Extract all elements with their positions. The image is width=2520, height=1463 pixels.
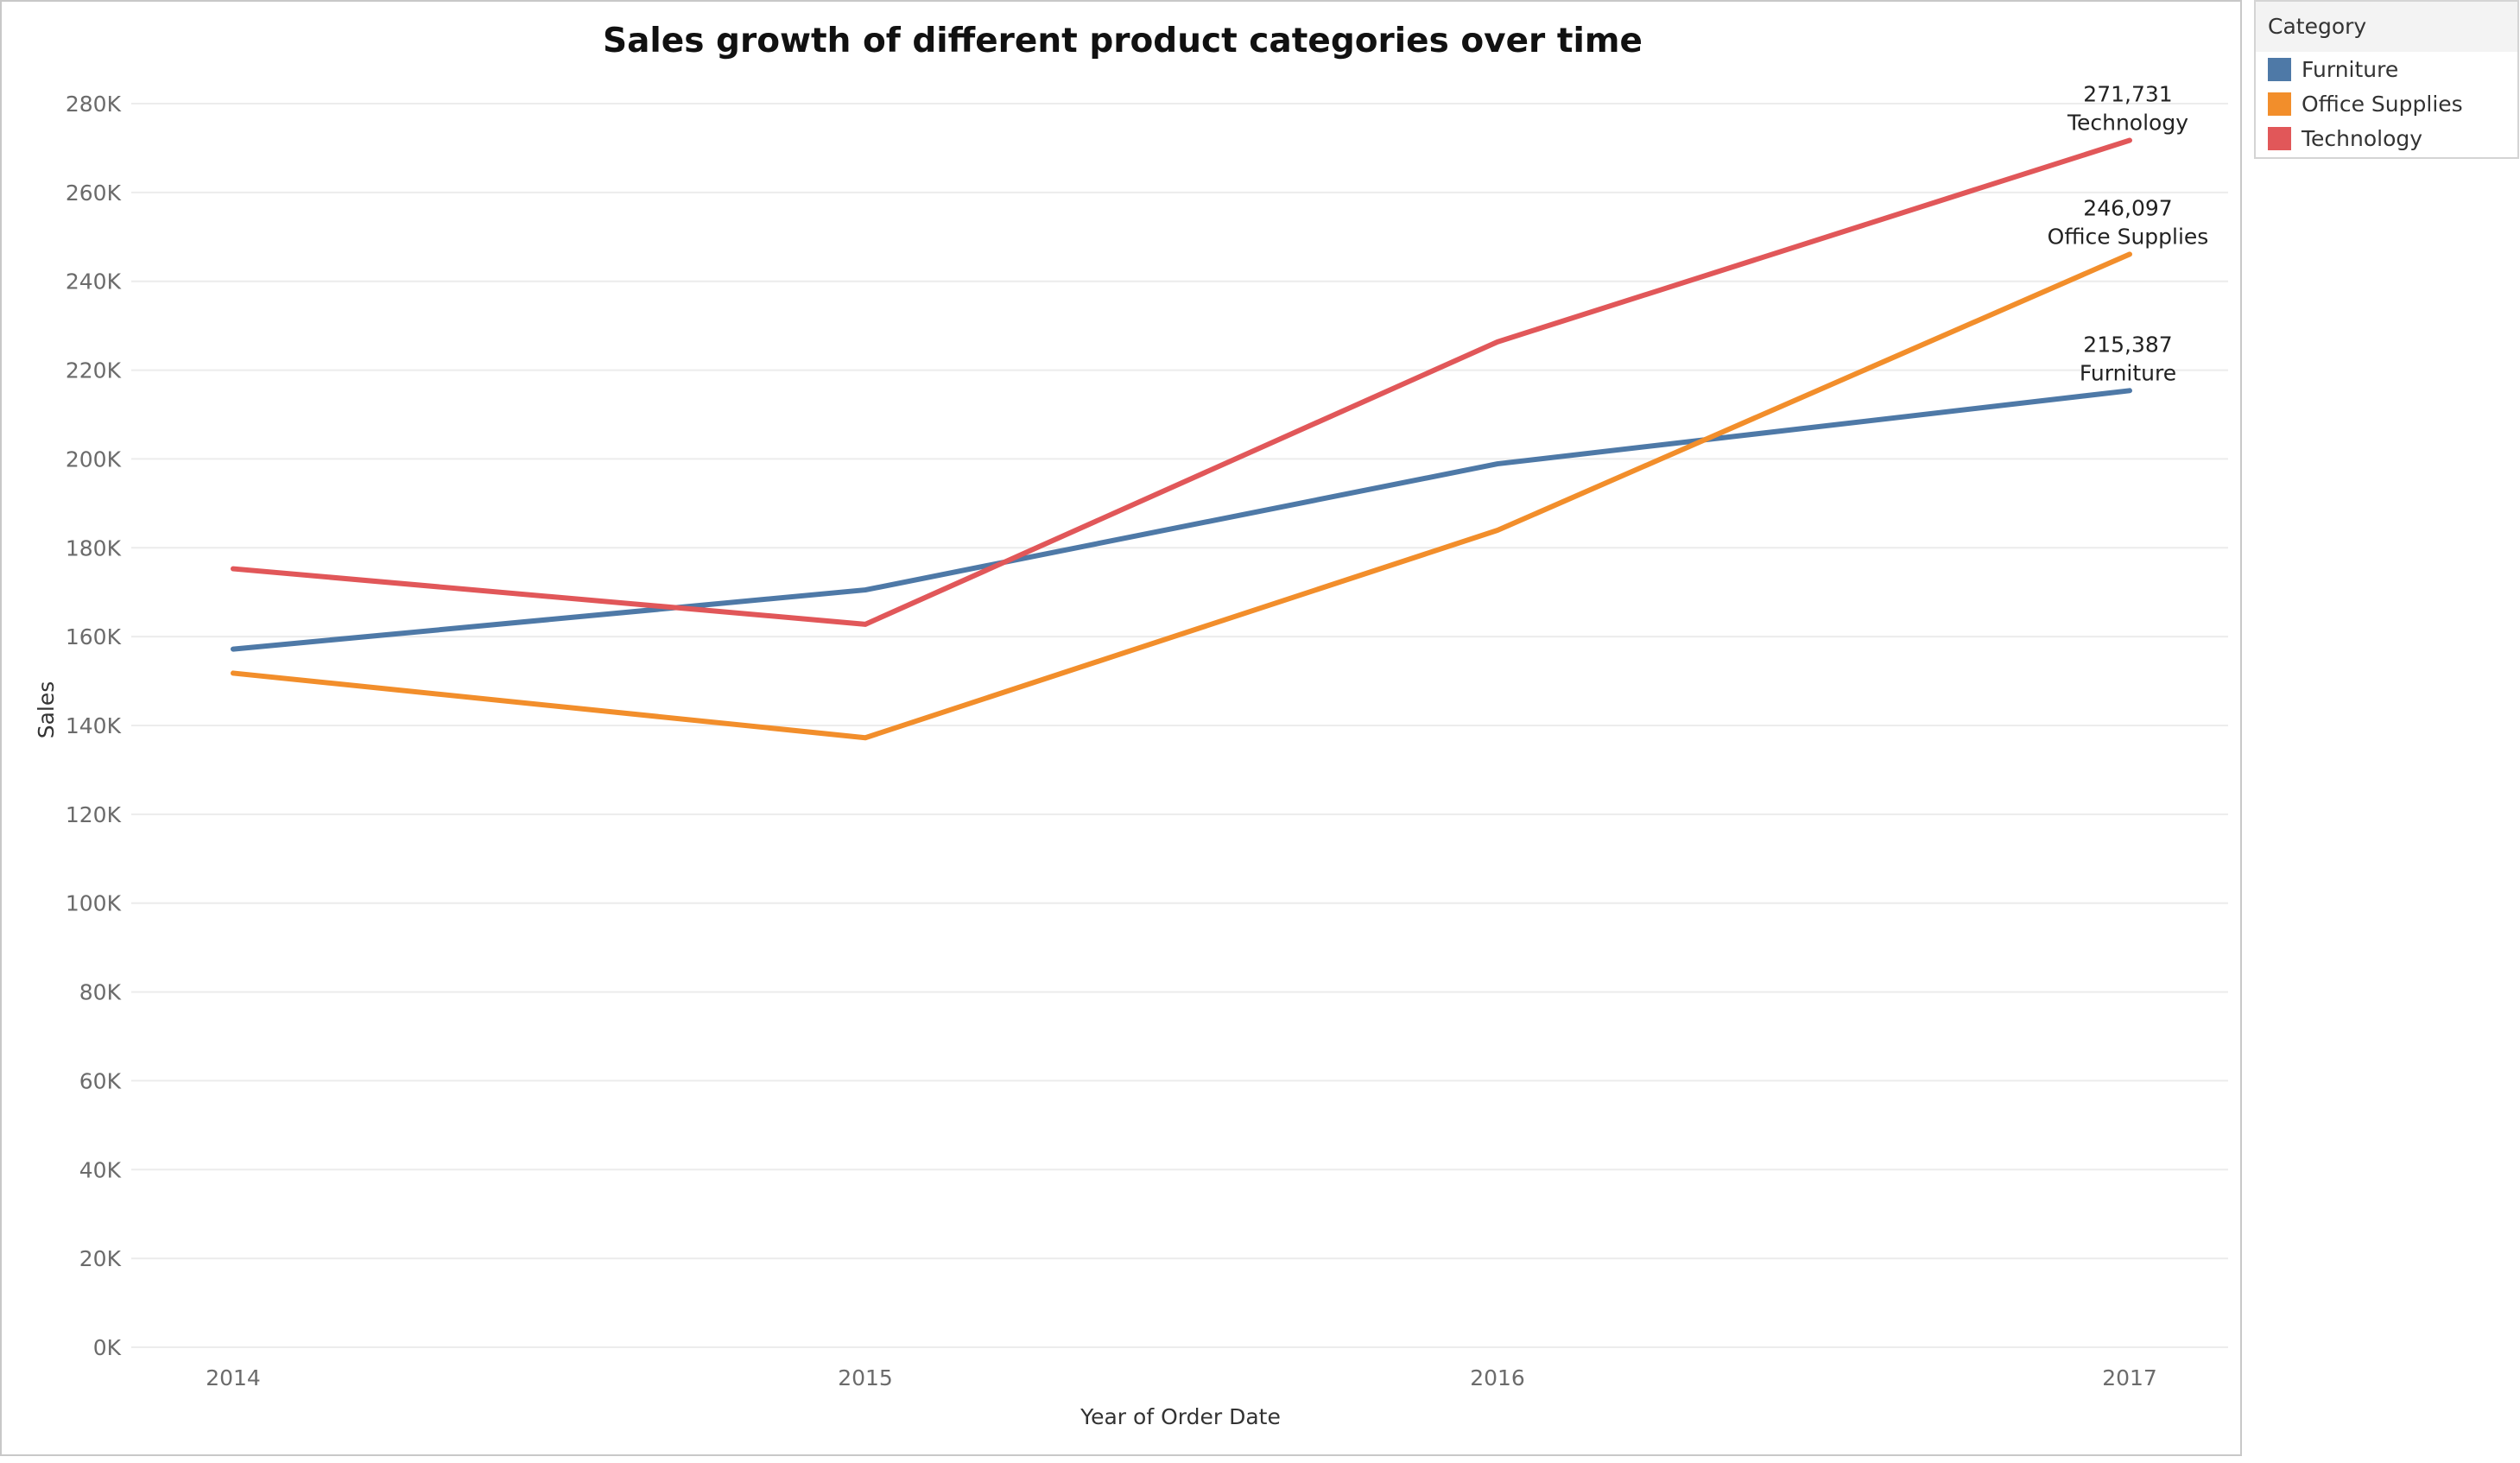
end-series-label: Technology — [2067, 111, 2188, 136]
y-tick-label: 280K — [66, 92, 122, 117]
legend-label: Technology — [2302, 125, 2423, 151]
legend-swatch — [2268, 92, 2291, 116]
legend-title: Category — [2256, 2, 2517, 52]
y-tick-label: 80K — [79, 980, 122, 1005]
y-tick-label: 60K — [79, 1068, 122, 1093]
y-tick-label: 100K — [66, 891, 122, 916]
y-tick-label: 180K — [66, 535, 122, 560]
y-tick-label: 200K — [66, 446, 122, 472]
legend-label: Furniture — [2302, 56, 2399, 82]
y-axis-ticks: 0K 20K 40K 60K 80K 100K 120K 140K 160K 180K 200K 22… — [66, 92, 122, 1360]
end-series-label: Furniture — [2080, 360, 2176, 385]
end-value-label: 246,097 — [2083, 195, 2172, 220]
legend: Category Furniture Office Supplies Techn… — [2254, 0, 2519, 159]
x-axis-ticks: 2014 2015 2016 2017 — [206, 1365, 2157, 1390]
x-tick-label: 2017 — [2102, 1365, 2157, 1390]
end-labels: 215,387 Furniture 246,097 Office Supplies 27… — [2048, 82, 2209, 386]
y-tick-label: 120K — [66, 802, 122, 827]
legend-swatch — [2268, 57, 2291, 81]
chart-title: Sales growth of different product catego… — [603, 22, 1643, 60]
series-line-office-supplies — [231, 251, 2132, 741]
y-tick-label: 20K — [79, 1246, 122, 1271]
y-tick-label: 40K — [79, 1157, 122, 1182]
y-tick-label: 140K — [66, 713, 122, 738]
y-tick-label: 0K — [93, 1335, 122, 1360]
y-tick-label: 220K — [66, 358, 122, 383]
end-value-label: 271,731 — [2083, 82, 2172, 107]
legend-item-furniture[interactable]: Furniture — [2256, 52, 2517, 86]
x-tick-label: 2016 — [1470, 1365, 1525, 1390]
x-tick-label: 2014 — [206, 1365, 261, 1390]
x-axis-title: Year of Order Date — [1080, 1404, 1281, 1429]
y-tick-label: 240K — [66, 269, 122, 294]
legend-label: Office Supplies — [2302, 91, 2463, 117]
x-tick-label: 2015 — [838, 1365, 893, 1390]
line-chart: Sales growth of different product catego… — [34, 22, 2228, 1429]
end-series-label: Office Supplies — [2048, 224, 2209, 249]
y-tick-label: 260K — [66, 180, 122, 206]
series-lines — [231, 137, 2132, 741]
y-tick-label: 160K — [66, 624, 122, 649]
series-line-technology — [231, 137, 2132, 627]
y-axis-title: Sales — [34, 681, 59, 739]
chart-frame: Sales growth of different product catego… — [0, 0, 2242, 1456]
legend-swatch — [2268, 126, 2291, 150]
end-value-label: 215,387 — [2083, 332, 2172, 357]
series-line-furniture — [231, 388, 2132, 652]
gridlines — [131, 103, 2228, 1348]
legend-item-office-supplies[interactable]: Office Supplies — [2256, 86, 2517, 121]
legend-item-technology[interactable]: Technology — [2256, 121, 2517, 155]
